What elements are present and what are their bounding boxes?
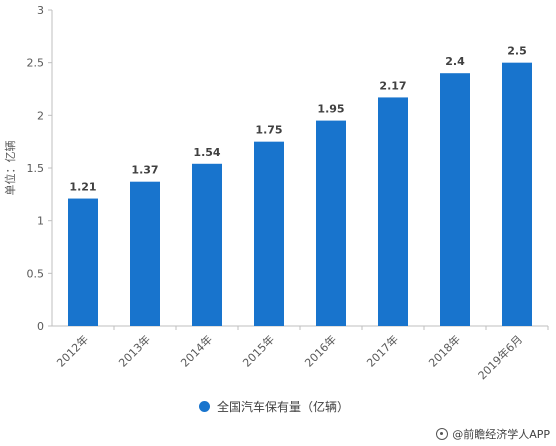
data-label: 1.75: [255, 124, 282, 137]
data-label: 1.54: [193, 146, 220, 159]
bars: [68, 62, 532, 327]
data-label: 2.5: [507, 45, 527, 58]
x-tick-label: 2013年: [116, 332, 153, 369]
data-labels: 1.21 1.37 1.54 1.75 1.95 2.17 2.4 2.5: [69, 45, 526, 194]
y-tick-label: 1.5: [27, 162, 45, 175]
x-tick-label: 2016年: [302, 332, 339, 369]
bar: [502, 62, 532, 327]
x-tick-label: 2017年: [364, 332, 401, 369]
bar: [254, 141, 284, 326]
bar: [68, 198, 98, 326]
legend-marker: [199, 401, 210, 412]
data-label: 2.4: [445, 55, 465, 68]
bar: [378, 97, 408, 326]
y-tick-label: 1: [37, 215, 44, 228]
x-tick-label: 2019年6月: [475, 332, 525, 382]
x-tick-label: 2014年: [178, 332, 215, 369]
y-tick-label: 2.5: [27, 57, 45, 70]
legend: 全国汽车保有量（亿辆）: [199, 398, 349, 415]
legend-label: 全国汽车保有量（亿辆）: [217, 400, 350, 414]
data-label: 1.95: [317, 103, 344, 116]
data-label: 1.37: [131, 164, 158, 177]
y-tick-label: 0.5: [27, 267, 45, 280]
x-tick-label: 2018年: [426, 332, 463, 369]
y-tick-label: 0: [37, 320, 44, 333]
data-label: 1.21: [69, 181, 96, 194]
bar: [192, 163, 222, 326]
y-tick-label: 2: [37, 109, 44, 122]
source-credit: @前瞻经济学人APP: [436, 426, 550, 442]
app-logo-icon: [436, 428, 449, 440]
bar: [440, 73, 470, 326]
y-tick-label: 3: [37, 4, 44, 17]
bar: [130, 181, 160, 326]
source-text: @前瞻经济学人APP: [452, 428, 550, 441]
y-axis-title: 单位：亿辆: [3, 141, 17, 196]
x-tick-label: 2015年: [240, 332, 277, 369]
x-tick-label: 2012年: [54, 332, 91, 369]
bar: [316, 120, 346, 326]
data-label: 2.17: [379, 79, 406, 92]
